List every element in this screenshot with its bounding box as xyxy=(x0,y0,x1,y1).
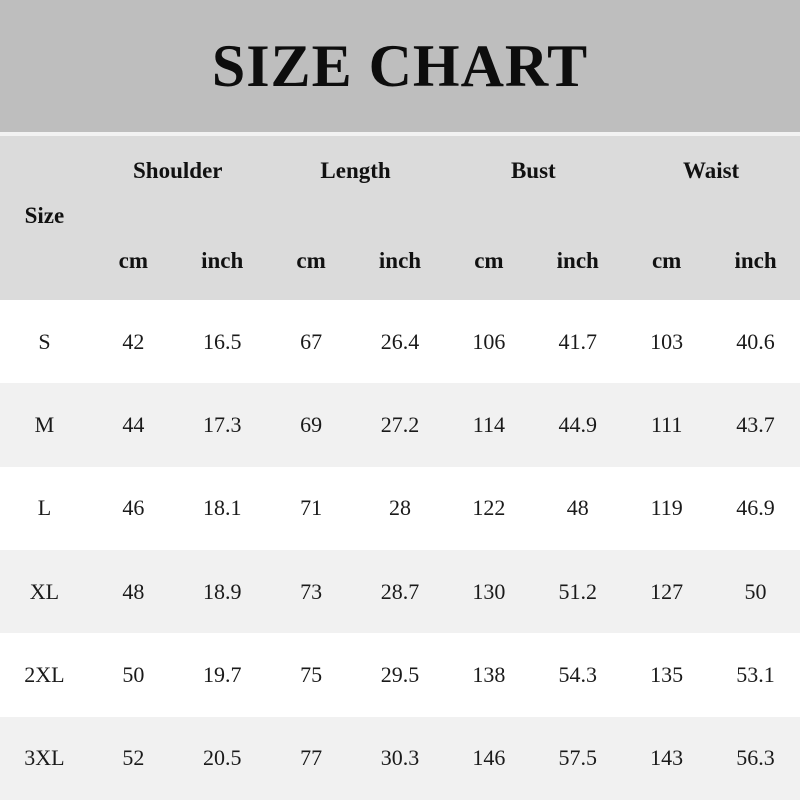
value-cell: 46 xyxy=(122,495,145,521)
value-cell: 119 xyxy=(650,495,683,521)
size-cell: 3XL xyxy=(24,745,65,771)
table-row-l: L 46 18.1 71 28 122 48 119 46.9 xyxy=(0,466,800,550)
value-cell: 127 xyxy=(650,578,684,604)
size-cell: L xyxy=(37,495,52,521)
value-cell: 41.7 xyxy=(558,328,598,354)
page-title: SIZE CHART xyxy=(211,32,589,99)
value-cell: 106 xyxy=(472,328,506,354)
column-group-shoulder: Shoulder xyxy=(133,157,223,183)
value-cell: 48 xyxy=(122,578,145,604)
value-cell: 27.2 xyxy=(380,411,420,437)
value-cell: 44 xyxy=(122,411,145,437)
value-cell: 75 xyxy=(300,661,323,687)
value-cell: 46.9 xyxy=(736,495,775,521)
value-cell: 50 xyxy=(122,661,145,687)
value-cell: 26.4 xyxy=(380,328,420,354)
table-header: Shoulder Length Bust Waist Size cm inch … xyxy=(0,136,800,300)
banner: SIZE CHART xyxy=(0,0,800,132)
value-cell: 18.1 xyxy=(202,495,242,521)
table-row-xl: XL 48 18.9 73 28.7 130 51.2 127 50 xyxy=(0,549,800,634)
value-cell: 69 xyxy=(300,411,323,437)
value-cell: 111 xyxy=(650,411,683,437)
unit-header-bust-cm: cm xyxy=(474,248,504,274)
banner-divider xyxy=(0,132,800,136)
column-group-bust: Bust xyxy=(510,157,556,183)
value-cell: 103 xyxy=(650,328,684,354)
value-cell: 146 xyxy=(472,745,506,771)
value-cell: 122 xyxy=(472,495,506,521)
size-cell: S xyxy=(38,328,51,354)
table-row-m: M 44 17.3 69 27.2 114 44.9 111 43.7 xyxy=(0,383,800,467)
unit-header-shoulder-inch: inch xyxy=(201,248,244,274)
value-cell: 54.3 xyxy=(558,661,598,687)
value-cell: 71 xyxy=(300,495,323,521)
column-group-length: Length xyxy=(320,157,391,183)
value-cell: 67 xyxy=(300,328,323,354)
unit-header-length-inch: inch xyxy=(378,248,422,274)
value-cell: 73 xyxy=(300,578,323,604)
value-cell: 20.5 xyxy=(202,745,242,771)
value-cell: 50 xyxy=(744,578,767,604)
value-cell: 17.3 xyxy=(202,411,242,437)
size-column-header: Size xyxy=(24,202,65,228)
value-cell: 130 xyxy=(472,578,506,604)
value-cell: 143 xyxy=(650,745,684,771)
value-cell: 28 xyxy=(388,495,411,521)
unit-header-waist-inch: inch xyxy=(734,248,777,274)
value-cell: 52 xyxy=(122,745,145,771)
unit-header-waist-cm: cm xyxy=(651,248,682,274)
value-cell: 44.9 xyxy=(558,411,598,437)
size-cell: 2XL xyxy=(24,661,65,687)
table-row-2xl: 2XL 50 19.7 75 29.5 138 54.3 135 53.1 xyxy=(0,633,800,717)
value-cell: 43.7 xyxy=(736,411,775,437)
value-cell: 19.7 xyxy=(202,661,242,687)
size-cell: M xyxy=(34,411,55,437)
column-group-waist: Waist xyxy=(682,157,740,183)
unit-header-length-cm: cm xyxy=(296,248,326,274)
value-cell: 30.3 xyxy=(380,745,420,771)
unit-header-bust-inch: inch xyxy=(556,248,599,274)
value-cell: 56.3 xyxy=(736,745,775,771)
size-cell: XL xyxy=(29,578,60,604)
value-cell: 53.1 xyxy=(736,661,775,687)
size-table-body: S 42 16.5 67 26.4 106 41.7 103 40.6 M 44 17.3 69 27.2… xyxy=(0,300,800,800)
value-cell: 135 xyxy=(650,661,684,687)
value-cell: 29.5 xyxy=(380,661,420,687)
value-cell: 28.7 xyxy=(380,578,420,604)
value-cell: 42 xyxy=(122,328,145,354)
unit-header-shoulder-cm: cm xyxy=(118,248,148,274)
value-cell: 16.5 xyxy=(202,328,242,354)
value-cell: 48 xyxy=(566,495,589,521)
value-cell: 18.9 xyxy=(202,578,242,604)
value-cell: 57.5 xyxy=(558,745,598,771)
value-cell: 77 xyxy=(300,745,323,771)
table-row-3xl: 3XL 52 20.5 77 30.3 146 57.5 143 56.3 xyxy=(0,716,800,800)
value-cell: 51.2 xyxy=(558,578,598,604)
value-cell: 40.6 xyxy=(736,328,775,354)
table-row-s: S 42 16.5 67 26.4 106 41.7 103 40.6 xyxy=(0,300,800,384)
value-cell: 114 xyxy=(472,411,505,437)
value-cell: 138 xyxy=(472,661,506,687)
